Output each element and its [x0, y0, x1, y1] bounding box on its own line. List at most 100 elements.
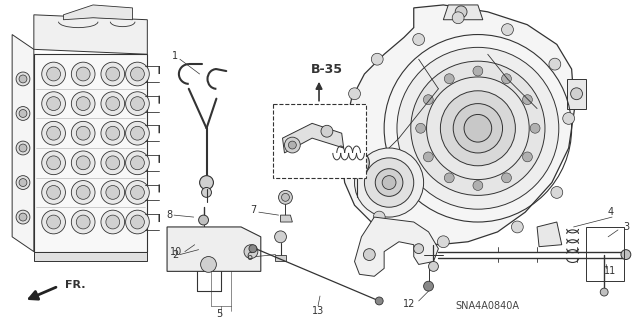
Circle shape	[16, 141, 30, 155]
Circle shape	[200, 176, 213, 189]
Text: 3: 3	[623, 222, 629, 232]
Circle shape	[364, 249, 375, 261]
Polygon shape	[282, 123, 344, 153]
Circle shape	[47, 186, 61, 199]
Circle shape	[321, 125, 333, 137]
Circle shape	[437, 236, 449, 248]
Polygon shape	[63, 5, 132, 20]
Circle shape	[600, 288, 608, 296]
Circle shape	[413, 244, 424, 254]
Circle shape	[19, 109, 27, 117]
Circle shape	[131, 156, 145, 170]
Circle shape	[346, 151, 369, 175]
Circle shape	[101, 92, 125, 115]
Circle shape	[549, 58, 561, 70]
Circle shape	[42, 151, 65, 175]
Circle shape	[382, 176, 396, 189]
Circle shape	[502, 173, 511, 183]
Circle shape	[198, 247, 209, 256]
Circle shape	[19, 179, 27, 187]
Circle shape	[452, 12, 464, 24]
Circle shape	[47, 97, 61, 110]
Circle shape	[125, 181, 149, 204]
Text: 6: 6	[246, 252, 252, 262]
Text: 4: 4	[608, 207, 614, 217]
Circle shape	[473, 66, 483, 76]
Circle shape	[42, 181, 65, 204]
Text: 11: 11	[604, 266, 616, 276]
Polygon shape	[566, 79, 586, 108]
Circle shape	[106, 156, 120, 170]
Text: 1: 1	[172, 51, 178, 61]
Polygon shape	[34, 54, 147, 252]
Circle shape	[440, 91, 515, 166]
Circle shape	[16, 176, 30, 189]
Circle shape	[71, 151, 95, 175]
Circle shape	[125, 62, 149, 86]
Circle shape	[364, 158, 413, 207]
Text: 7: 7	[250, 205, 256, 215]
Polygon shape	[355, 217, 438, 276]
Circle shape	[522, 95, 532, 105]
Circle shape	[198, 229, 209, 239]
Circle shape	[429, 262, 438, 271]
Text: B-35: B-35	[311, 63, 343, 76]
Text: 13: 13	[312, 306, 324, 316]
Text: SNA4A0840A: SNA4A0840A	[456, 301, 520, 311]
Circle shape	[424, 152, 433, 162]
Circle shape	[200, 256, 216, 272]
Circle shape	[106, 67, 120, 81]
Circle shape	[444, 74, 454, 84]
Circle shape	[571, 88, 582, 100]
Circle shape	[289, 141, 296, 149]
Circle shape	[47, 215, 61, 229]
Circle shape	[464, 115, 492, 142]
Circle shape	[106, 126, 120, 140]
Text: 9: 9	[335, 161, 341, 171]
Circle shape	[502, 24, 513, 35]
Circle shape	[42, 121, 65, 145]
Bar	[273, 104, 366, 178]
Circle shape	[278, 190, 292, 204]
Circle shape	[621, 250, 631, 260]
Circle shape	[71, 92, 95, 115]
Polygon shape	[444, 5, 483, 20]
Circle shape	[125, 210, 149, 234]
Text: 2: 2	[172, 249, 178, 260]
Circle shape	[349, 88, 360, 100]
Circle shape	[375, 169, 403, 197]
Circle shape	[131, 67, 145, 81]
Circle shape	[275, 231, 287, 243]
Circle shape	[375, 297, 383, 305]
Circle shape	[351, 156, 364, 170]
Circle shape	[101, 121, 125, 145]
Text: 12: 12	[403, 299, 415, 309]
Circle shape	[101, 181, 125, 204]
Circle shape	[76, 97, 90, 110]
Circle shape	[125, 92, 149, 115]
Polygon shape	[342, 5, 575, 245]
Circle shape	[76, 156, 90, 170]
Circle shape	[198, 215, 209, 225]
Circle shape	[444, 173, 454, 183]
Circle shape	[71, 210, 95, 234]
Circle shape	[19, 75, 27, 83]
Circle shape	[397, 47, 559, 209]
Circle shape	[511, 221, 524, 233]
Text: 8: 8	[166, 210, 172, 220]
Circle shape	[502, 74, 511, 84]
Circle shape	[411, 61, 545, 195]
Circle shape	[373, 211, 385, 223]
Circle shape	[106, 215, 120, 229]
Text: 10: 10	[170, 247, 182, 256]
Circle shape	[427, 77, 529, 180]
Circle shape	[19, 213, 27, 221]
Circle shape	[453, 104, 502, 153]
Circle shape	[125, 121, 149, 145]
Polygon shape	[537, 222, 562, 247]
Circle shape	[413, 33, 424, 45]
Circle shape	[284, 137, 300, 153]
Circle shape	[131, 215, 145, 229]
Circle shape	[47, 156, 61, 170]
Circle shape	[101, 151, 125, 175]
